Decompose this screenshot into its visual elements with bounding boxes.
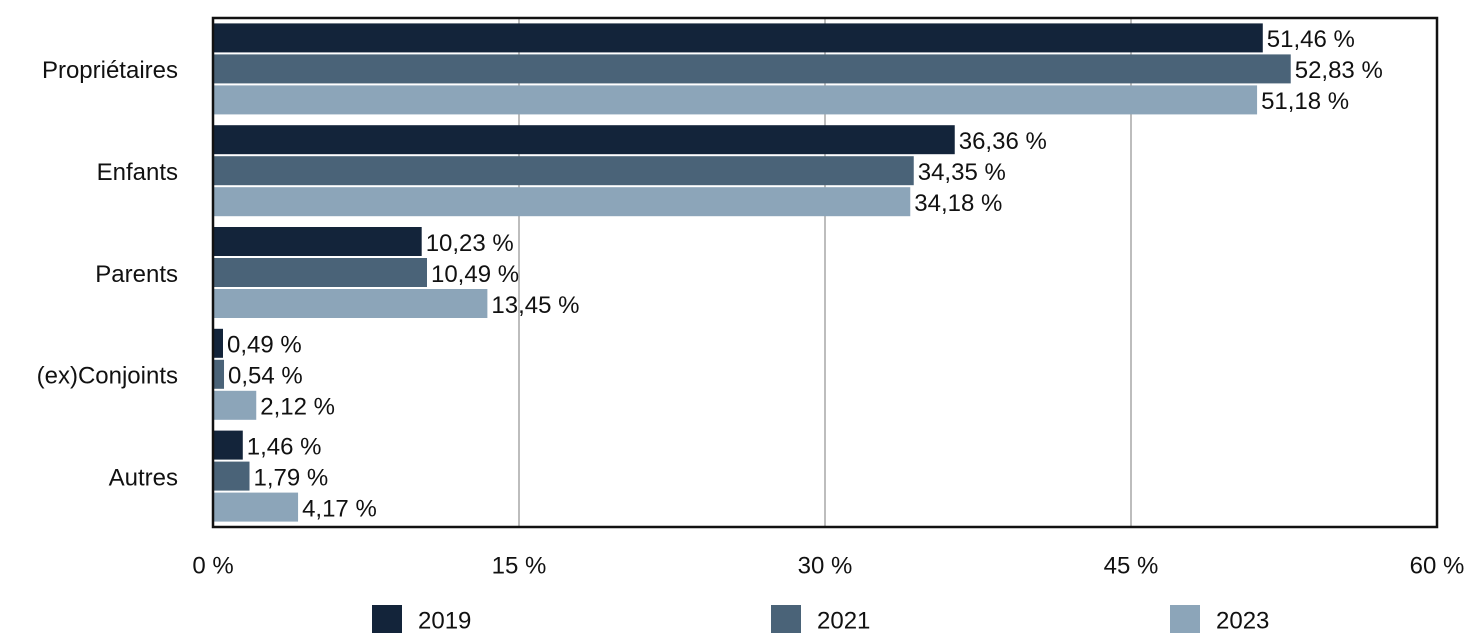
bar	[213, 258, 427, 287]
value-label: 4,17 %	[302, 495, 377, 522]
legend-label: 2019	[418, 607, 471, 633]
category-label: Autres	[109, 464, 178, 491]
bar	[213, 187, 911, 217]
value-label: 34,18 %	[914, 190, 1002, 217]
legend-swatch	[372, 605, 402, 633]
bar	[213, 390, 257, 420]
value-label: 10,23 %	[426, 230, 514, 257]
legend-label: 2023	[1216, 607, 1269, 633]
bar	[213, 492, 299, 522]
x-tick-label: 45 %	[1104, 552, 1159, 579]
value-label: 51,18 %	[1261, 88, 1349, 115]
x-tick-label: 60 %	[1410, 552, 1465, 579]
value-label: 13,45 %	[491, 292, 579, 319]
bar	[213, 156, 914, 186]
value-label: 0,49 %	[227, 332, 302, 359]
category-label: (ex)Conjoints	[37, 363, 178, 390]
bar	[213, 54, 1291, 84]
legend-swatch	[1170, 605, 1200, 633]
bar	[213, 125, 955, 155]
category-label: Propriétaires	[42, 57, 178, 84]
bar	[213, 430, 243, 460]
bar	[213, 359, 225, 389]
value-label: 0,54 %	[228, 363, 303, 390]
value-label: 10,49 %	[431, 261, 519, 288]
value-label: 1,79 %	[254, 464, 329, 491]
value-label: 52,83 %	[1295, 57, 1383, 84]
bar	[213, 23, 1263, 53]
bar	[213, 461, 250, 491]
value-label: 51,46 %	[1267, 26, 1355, 53]
legend-label: 2021	[817, 607, 870, 633]
bar	[213, 328, 223, 358]
legend-swatch	[771, 605, 801, 633]
value-label: 34,35 %	[918, 159, 1006, 186]
bar	[213, 289, 488, 318]
plot-frame	[211, 16, 1439, 529]
value-label: 36,36 %	[959, 128, 1047, 155]
x-tick-label: 15 %	[492, 552, 547, 579]
bar	[213, 85, 1258, 115]
x-tick-label: 30 %	[798, 552, 853, 579]
bar	[213, 227, 422, 256]
category-label: Enfants	[97, 159, 178, 186]
value-label: 1,46 %	[247, 433, 322, 460]
value-label: 2,12 %	[260, 394, 335, 421]
x-tick-label: 0 %	[192, 552, 233, 579]
category-label: Parents	[95, 261, 178, 288]
